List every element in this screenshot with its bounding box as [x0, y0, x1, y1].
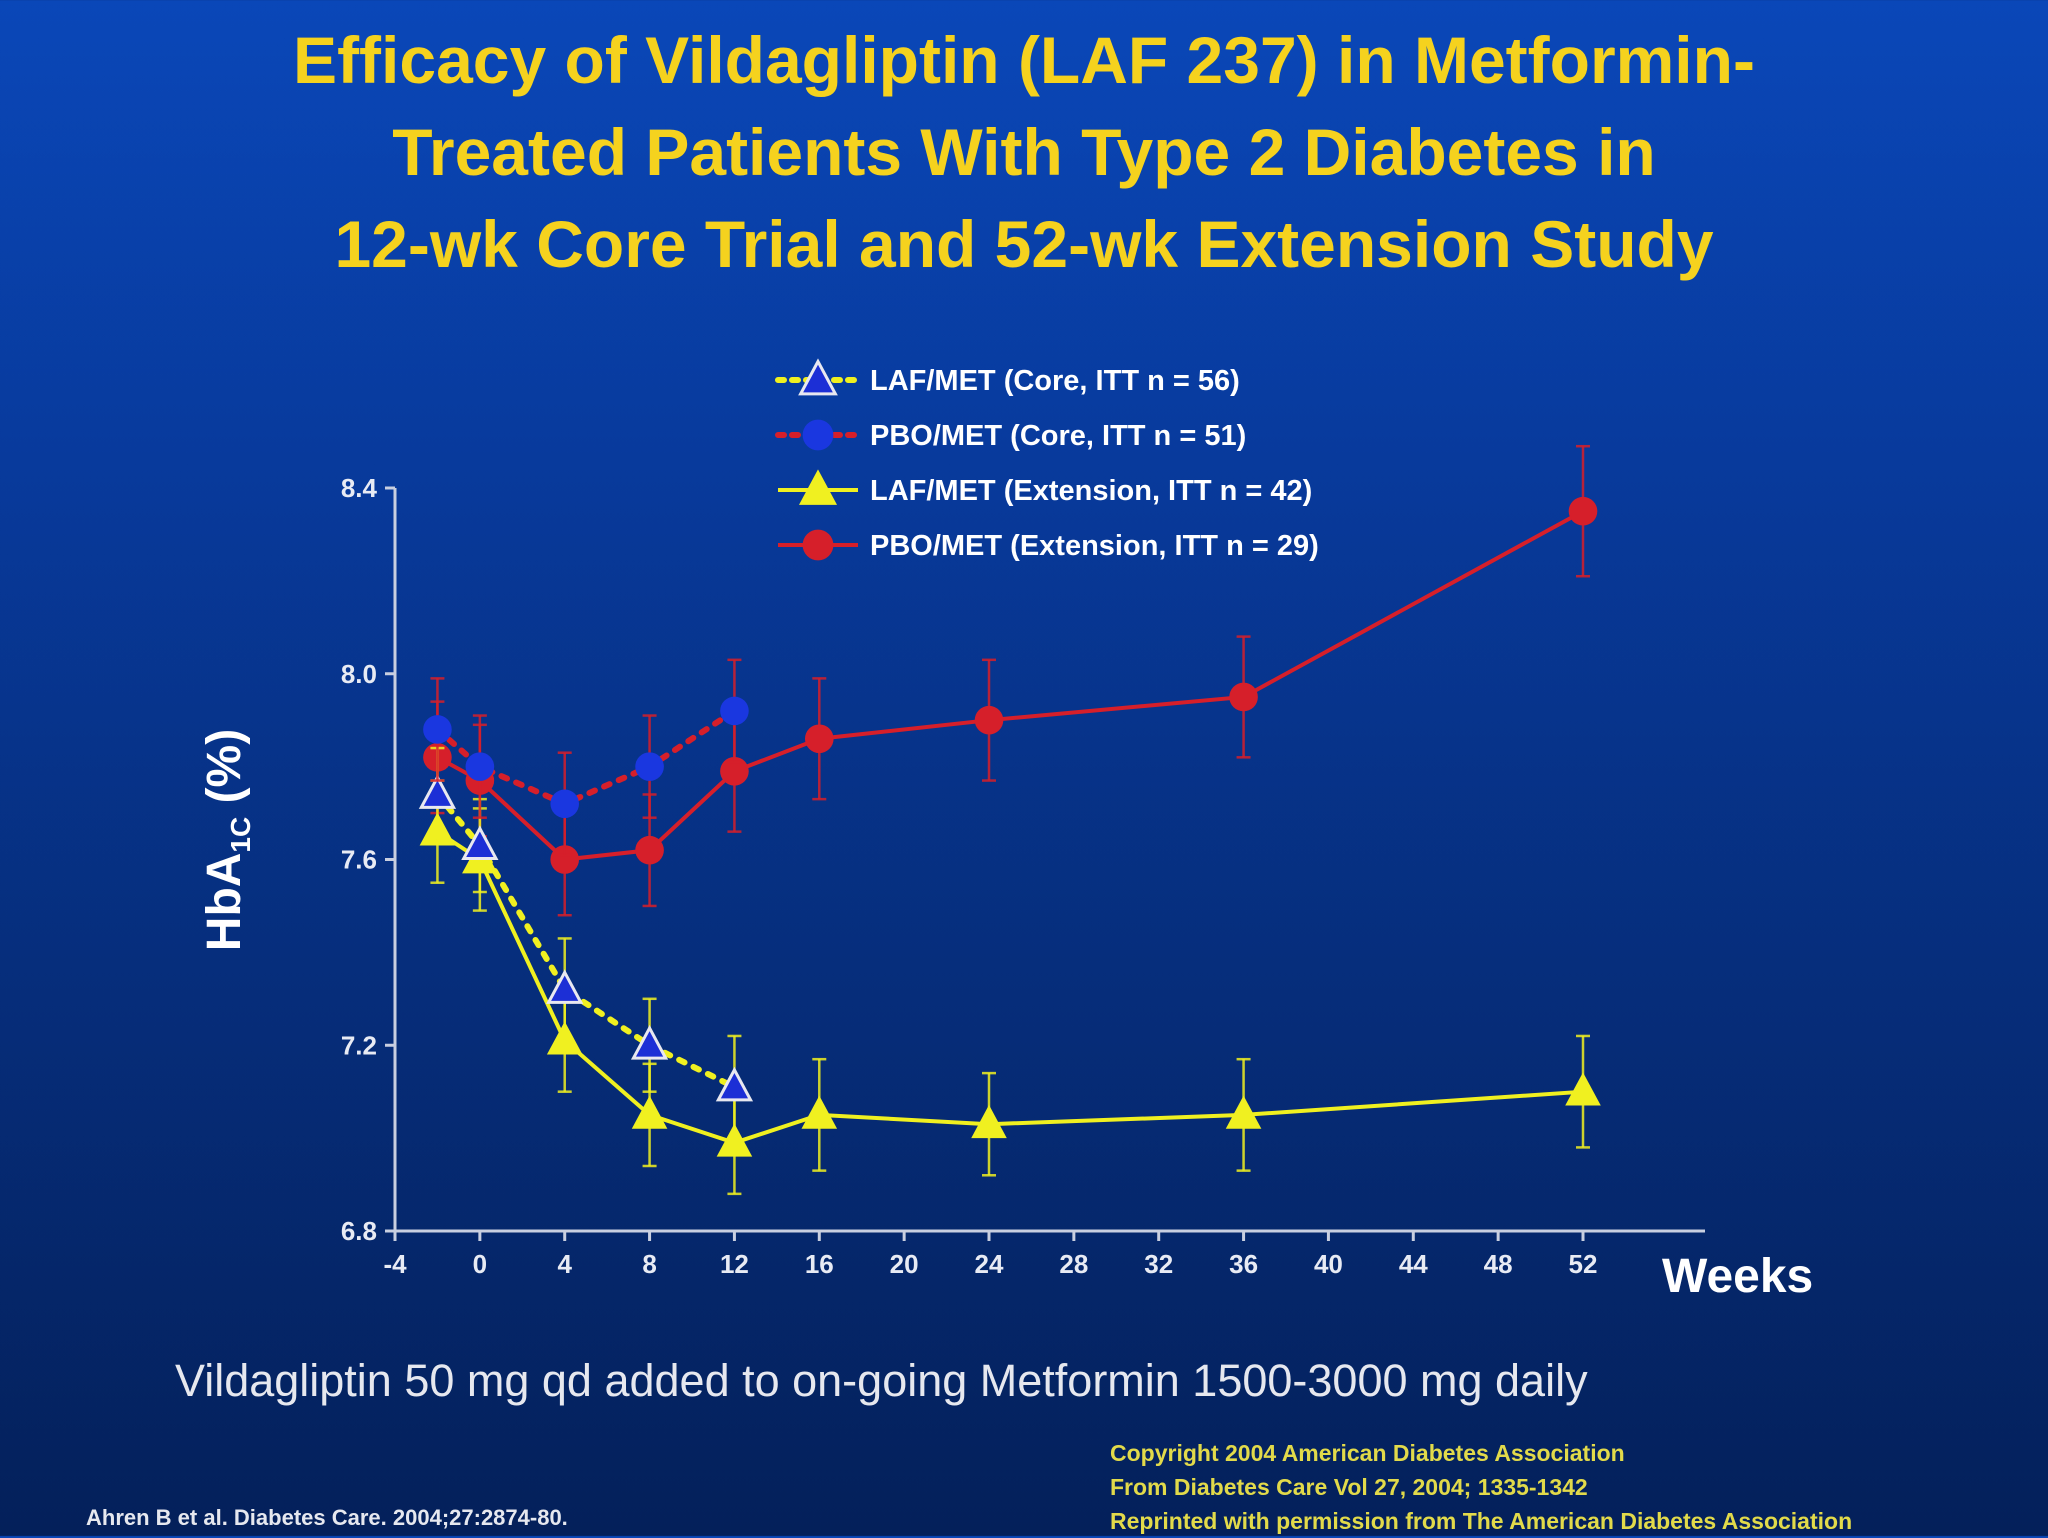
- data-point: [804, 724, 834, 754]
- legend-label: LAF/MET (Core, ITT n = 56): [870, 365, 1240, 397]
- y-tick-label: 8.0: [341, 659, 377, 689]
- x-tick-label: 0: [473, 1249, 487, 1279]
- data-point: [461, 825, 499, 860]
- legend-item-1: PBO/MET (Core, ITT n = 51): [775, 419, 1246, 452]
- y-tick-label: 7.2: [341, 1030, 377, 1060]
- series-2: [419, 779, 1601, 1196]
- y-axis-label-main: HbA: [198, 853, 251, 952]
- y-axis-label-rest: (%): [198, 729, 251, 817]
- y-axis-label: HbA1C (%): [198, 729, 256, 951]
- slide-title: Efficacy of Vildagliptin (LAF 237) in Me…: [0, 14, 2048, 290]
- data-point: [1225, 1095, 1262, 1129]
- x-tick-label: 48: [1484, 1249, 1513, 1279]
- title-line-2: Treated Patients With Type 2 Diabetes in: [392, 115, 1656, 189]
- dosage-subtitle: Vildagliptin 50 mg qd added to on-going …: [175, 1355, 1588, 1406]
- legend-label: LAF/MET (Extension, ITT n = 42): [870, 475, 1312, 507]
- x-tick-label: 12: [720, 1249, 749, 1279]
- x-axis-label: Weeks: [1662, 1250, 1813, 1303]
- legend-label: PBO/MET (Extension, ITT n = 29): [870, 530, 1319, 562]
- x-tick-label: 40: [1314, 1249, 1343, 1279]
- copyright-line-1: Copyright 2004 American Diabetes Associa…: [1110, 1440, 1625, 1466]
- x-tick-label: 44: [1399, 1249, 1428, 1279]
- legend-swatch-marker: [802, 529, 834, 561]
- x-tick-label: 52: [1569, 1249, 1598, 1279]
- data-point: [418, 774, 457, 809]
- data-point: [550, 845, 580, 874]
- data-point: [715, 1066, 754, 1102]
- x-tick-label: 28: [1059, 1249, 1088, 1279]
- data-point: [1565, 1072, 1601, 1106]
- data-point: [720, 756, 749, 786]
- x-tick-label: 16: [805, 1249, 834, 1279]
- legend-item-0: LAF/MET (Core, ITT n = 56): [775, 358, 1240, 397]
- data-point: [720, 696, 749, 726]
- data-point: [546, 969, 584, 1004]
- series-line: [436, 509, 1584, 862]
- chart-series: [418, 444, 1601, 1196]
- data-point: [974, 705, 1004, 735]
- data-point: [550, 789, 580, 819]
- copyright-notice: Copyright 2004 American Diabetes Associa…: [1110, 1436, 1852, 1538]
- citation: Ahren B et al. Diabetes Care. 2004;27:28…: [86, 1505, 568, 1530]
- series-line: [434, 791, 738, 1091]
- data-point: [1229, 682, 1258, 712]
- copyright-line-3: Reprinted with permission from The Ameri…: [1110, 1508, 1853, 1534]
- x-tick-label: 36: [1229, 1249, 1258, 1279]
- copyright-line-2: From Diabetes Care Vol 27, 2004; 1335-13…: [1110, 1474, 1588, 1500]
- series-0: [418, 746, 754, 1140]
- series-line: [436, 829, 1584, 1145]
- title-line-3: 12-wk Core Trial and 52-wk Extension Stu…: [334, 207, 1714, 281]
- y-tick-label: 8.4: [341, 473, 378, 503]
- data-point: [1568, 496, 1598, 526]
- legend-label: PBO/MET (Core, ITT n = 51): [870, 420, 1246, 452]
- chart-axes: 6.87.27.68.08.4-4 0 4 8 12 16 20 24 28 32 36 40 44 48…: [341, 473, 1705, 1279]
- y-axis-label-sub: 1C: [225, 817, 256, 853]
- data-point: [465, 752, 495, 781]
- legend-swatch-marker: [798, 469, 838, 505]
- y-tick-label: 6.8: [341, 1216, 377, 1246]
- legend-item-3: PBO/MET (Extension, ITT n = 29): [778, 529, 1319, 562]
- y-tick-label: 7.6: [341, 845, 377, 875]
- chart-legend: LAF/MET (Core, ITT n = 56) PBO/MET (Core,…: [775, 358, 1319, 562]
- x-tick-label: 32: [1144, 1249, 1173, 1279]
- data-point: [971, 1104, 1007, 1139]
- series-1: [423, 658, 749, 857]
- data-point: [630, 1024, 669, 1060]
- x-tick-label: 20: [890, 1249, 919, 1279]
- data-point: [423, 715, 452, 744]
- data-point: [635, 835, 664, 865]
- x-tick-label: 4: [557, 1249, 572, 1279]
- data-point: [716, 1123, 753, 1157]
- x-tick-label: -4: [383, 1249, 407, 1279]
- data-point: [635, 752, 664, 781]
- data-point: [631, 1095, 668, 1129]
- legend-swatch-marker: [802, 419, 834, 451]
- data-point: [801, 1095, 838, 1129]
- x-tick-label: 8: [642, 1249, 656, 1279]
- series-3: [423, 444, 1598, 917]
- legend-item-2: LAF/MET (Extension, ITT n = 42): [778, 469, 1312, 507]
- legend-swatch-marker: [798, 358, 838, 396]
- title-line-1: Efficacy of Vildagliptin (LAF 237) in Me…: [293, 23, 1755, 97]
- x-tick-label: 24: [975, 1249, 1004, 1279]
